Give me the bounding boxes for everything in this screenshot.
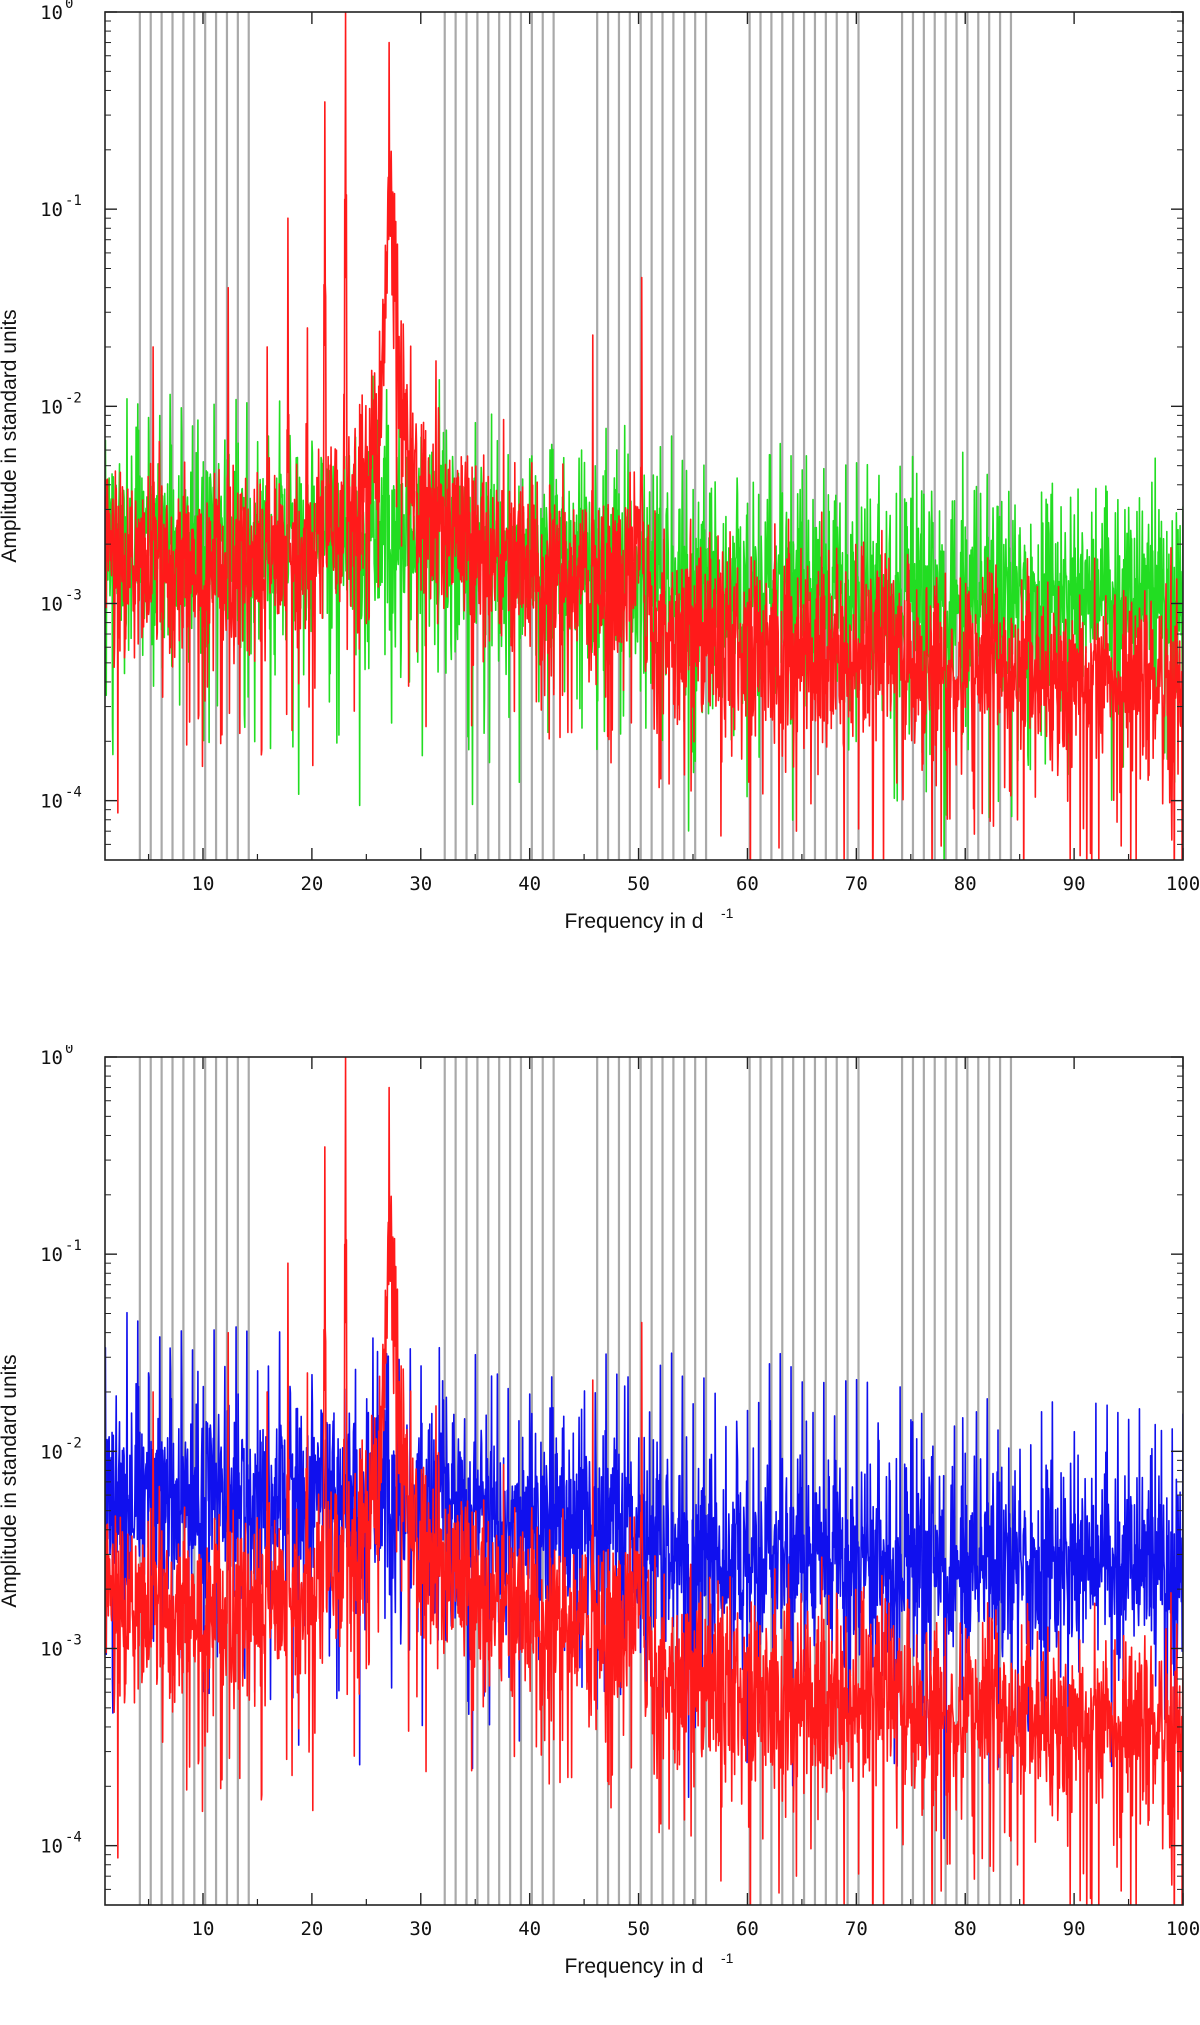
bottom-spectrum-panel: 10 20 30 40 50 60 70 80 90 100 10 -4 10 -3 10 -2 10 -1 10 0… (0, 1045, 1200, 2025)
x-tick-label: 10 (192, 873, 215, 895)
x-tick-label: 30 (409, 873, 432, 895)
y-tick-label: 10 (40, 1244, 63, 1266)
y-tick-exponent: 0 (65, 0, 73, 12)
y-tick-label: 10 (40, 593, 63, 615)
x-tick-label: 90 (1063, 873, 1086, 895)
y-tick-exponent: -2 (65, 1435, 82, 1451)
y-tick-exponent: -2 (65, 390, 82, 406)
x-tick-label: 90 (1063, 1918, 1086, 1940)
y-tick-label: 10 (40, 396, 63, 418)
x-tick-label: 20 (300, 1918, 323, 1940)
x-tick-label: 100 (1166, 873, 1200, 895)
y-tick-exponent: -1 (65, 1238, 82, 1254)
x-tick-label: 40 (518, 1918, 541, 1940)
x-axis-title-superscript: -1 (721, 1950, 734, 1966)
y-tick-exponent: -1 (65, 193, 82, 209)
y-tick-label: 10 (40, 1638, 63, 1660)
plot-frame (104, 1056, 1184, 1906)
x-tick-label: 70 (845, 873, 868, 895)
y-tick-label: 10 (40, 2, 63, 24)
reference-lines (138, 1057, 1013, 1905)
y-tick-label: 10 (40, 1441, 63, 1463)
series-line-ff1a1a (105, 1057, 1183, 1905)
y-tick-label: 10 (40, 199, 63, 221)
y-tick-label: 10 (40, 791, 63, 813)
y-tick-exponent: -3 (65, 587, 82, 603)
x-tick-label: 60 (736, 1918, 759, 1940)
series-line-1010ee (105, 1311, 1183, 1840)
y-tick-exponent: -4 (65, 785, 82, 801)
x-axis-title: Frequency in d (565, 1955, 704, 1978)
x-tick-label: 100 (1166, 1918, 1200, 1940)
x-axis-title-superscript: -1 (721, 905, 734, 921)
x-tick-label: 80 (954, 873, 977, 895)
y-tick-exponent: 0 (65, 1045, 73, 1057)
y-axis-title: Amplitude in standard units (0, 309, 21, 562)
x-tick-label: 50 (627, 873, 650, 895)
top-spectrum-panel: 10 20 30 40 50 60 70 80 90 100 10 -4 10 -3 10 -2 10 -1 10 0… (0, 0, 1200, 980)
x-tick-label: 20 (300, 873, 323, 895)
x-tick-label: 60 (736, 873, 759, 895)
y-tick-label: 10 (40, 1836, 63, 1858)
y-tick-exponent: -4 (65, 1830, 82, 1846)
x-tick-label: 50 (627, 1918, 650, 1940)
plot-frame (104, 11, 1184, 861)
y-tick-exponent: -3 (65, 1632, 82, 1648)
x-tick-label: 80 (954, 1918, 977, 1940)
y-tick-label: 10 (40, 1047, 63, 1069)
x-tick-label: 10 (192, 1918, 215, 1940)
x-tick-label: 70 (845, 1918, 868, 1940)
x-tick-label: 30 (409, 1918, 432, 1940)
y-axis-title: Amplitude in standard units (0, 1354, 21, 1607)
x-tick-label: 40 (518, 873, 541, 895)
series-line-ff1a1a (105, 12, 1183, 860)
x-axis-title: Frequency in d (565, 910, 704, 933)
